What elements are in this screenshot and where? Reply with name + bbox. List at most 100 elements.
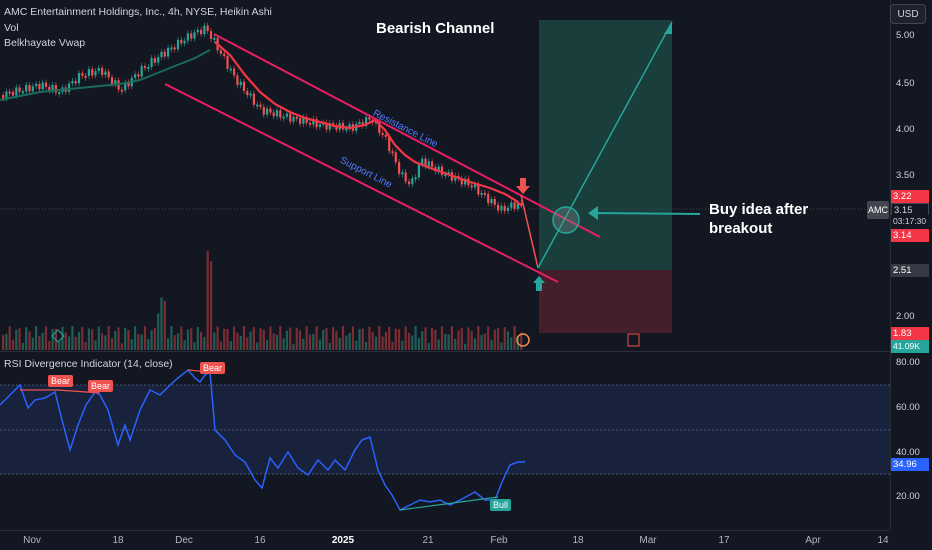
volume-bar (173, 335, 176, 350)
resistance-line[interactable] (213, 33, 601, 238)
symbol-legend[interactable]: AMC Entertainment Holdings, Inc., 4h, NY… (4, 6, 272, 18)
price-tick: 2.00 (896, 311, 915, 322)
volume-bar (117, 327, 120, 350)
time-label: 18 (572, 535, 584, 546)
volume-bar (140, 334, 143, 350)
volume-bar (35, 326, 38, 350)
volume-bar (61, 326, 64, 350)
volume-bar (87, 328, 90, 350)
rsi-legend[interactable]: RSI Divergence Indicator (14, close) (4, 358, 173, 370)
earnings-event-icon[interactable] (627, 333, 640, 347)
volume-bar (371, 332, 374, 350)
rsi-tick: 60.00 (896, 402, 920, 413)
volume-bar (180, 326, 183, 350)
volume-bar (110, 337, 114, 350)
event-diamond-icon[interactable] (51, 329, 65, 343)
volume-bar (81, 326, 84, 350)
time-label: 17 (718, 535, 730, 546)
volume-bar (137, 334, 140, 350)
volume-bar (97, 326, 100, 350)
volume-bar (266, 339, 269, 350)
countdown-tag: 03:17:30 (891, 215, 929, 228)
volume-bar (153, 327, 156, 350)
volume-bar (493, 329, 496, 350)
support-line[interactable] (164, 83, 559, 283)
volume-bar (391, 341, 394, 350)
time-axis[interactable]: Nov 18 Dec 16 2025 21 Feb 18 Mar 17 Apr 14 (23, 535, 889, 546)
volume-bar (44, 326, 48, 350)
volume-bar (71, 326, 74, 350)
volume-bar (275, 334, 279, 350)
volume-bar (365, 341, 368, 350)
volume-bar (490, 340, 493, 350)
volume-bar (236, 332, 239, 350)
stop-price-tag: 3.14 (891, 229, 929, 242)
volume-bar (457, 330, 460, 350)
volume-bar (407, 332, 411, 350)
volume-bar (358, 329, 361, 350)
volume-bar (388, 326, 391, 350)
volume-legend[interactable]: Vol (4, 22, 19, 34)
volume-bar (252, 327, 255, 350)
rsi-tick: 40.00 (896, 447, 920, 458)
volume-bar (440, 326, 444, 350)
volume-bar (48, 340, 51, 350)
vwap-line (214, 41, 523, 207)
volume-bar (464, 343, 467, 350)
volume-bar (130, 339, 133, 350)
volume-bar (506, 331, 510, 350)
volume-bar (11, 339, 15, 350)
volume-bar (219, 341, 222, 350)
volume-bar (38, 335, 41, 350)
volume-bar (124, 327, 127, 350)
volume-bar (467, 327, 470, 350)
volume-bar (167, 338, 170, 350)
volume-bar (332, 327, 335, 350)
time-label: Feb (490, 535, 508, 546)
volume-bar (256, 342, 259, 350)
buy-idea-note[interactable]: Buy idea after breakout (709, 200, 808, 238)
volume-bar (305, 326, 308, 350)
volume-bar (193, 342, 196, 350)
currency-button[interactable]: USD (890, 4, 926, 24)
volume-bar (77, 331, 81, 350)
buy-arrow-icon (533, 276, 545, 291)
volume-bar (15, 329, 18, 350)
volume-bar (434, 329, 437, 350)
stop-zone[interactable] (539, 270, 672, 333)
volume-bar (25, 327, 28, 350)
bear-signal-label: Bear (200, 362, 226, 374)
target-price-tag: 3.22 (891, 190, 929, 203)
volume-bar (160, 297, 163, 350)
volume-bar (8, 326, 11, 350)
vwap-legend[interactable]: Belkhayate Vwap (4, 37, 86, 49)
volume-bar (450, 326, 453, 350)
volume-bar (272, 333, 275, 350)
breakout-circle[interactable] (552, 206, 580, 234)
channel-title[interactable]: Bearish Channel (376, 20, 495, 37)
volume-bar (421, 331, 424, 350)
bear-divergence-1 (20, 389, 101, 394)
volume-bar (338, 337, 341, 350)
volume-bar (249, 331, 252, 350)
volume-bar (348, 332, 351, 350)
volume-bar (315, 326, 318, 350)
volume-bar (394, 328, 397, 350)
volume-bar (190, 328, 193, 350)
rsi-tick: 80.00 (896, 357, 920, 368)
volume-bar (401, 340, 404, 350)
volume-bar (134, 326, 137, 350)
callout-arrow (589, 212, 701, 215)
volume-bar (5, 333, 8, 350)
volume-bar (335, 331, 338, 350)
volume-bar (295, 327, 298, 350)
volume-bar (308, 334, 312, 350)
price-tick: 4.00 (896, 124, 915, 135)
volume-bar (368, 326, 371, 350)
volume-bar (312, 333, 315, 350)
dividend-event-icon[interactable] (516, 333, 530, 347)
volume-tag: 41.09K (891, 340, 929, 353)
volume-bar (51, 329, 54, 350)
volume-bar (183, 340, 186, 350)
